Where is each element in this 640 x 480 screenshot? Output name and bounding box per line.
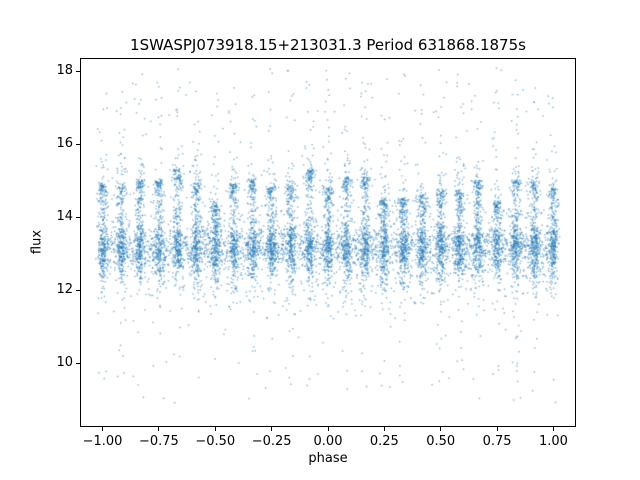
y-tick-label: 10: [56, 355, 73, 371]
y-tick-label: 12: [56, 282, 73, 298]
y-tick-mark: [76, 289, 80, 291]
y-tick-mark: [76, 216, 80, 218]
y-tick-label: 16: [56, 136, 73, 152]
x-tick-mark: [327, 427, 329, 431]
x-tick-label: −1.00: [82, 434, 123, 449]
x-tick-mark: [496, 427, 498, 431]
x-tick-label: 0.00: [313, 434, 343, 449]
y-tick-label: 14: [56, 209, 73, 225]
x-tick-label: −0.50: [195, 434, 236, 449]
x-tick-mark: [158, 427, 160, 431]
y-tick-mark: [76, 143, 80, 145]
y-tick-mark: [76, 70, 80, 72]
y-tick-mark: [76, 362, 80, 364]
x-tick-label: 0.50: [426, 434, 456, 449]
x-axis-label: phase: [308, 451, 348, 466]
x-tick-label: −0.75: [138, 434, 179, 449]
x-tick-label: 0.75: [482, 434, 512, 449]
x-tick-mark: [552, 427, 554, 431]
x-tick-mark: [214, 427, 216, 431]
x-tick-label: 1.00: [538, 434, 568, 449]
y-tick-label: 18: [56, 63, 73, 79]
scatter-points-canvas: [80, 58, 576, 427]
chart-title: 1SWASPJ073918.15+213031.3 Period 631868.…: [130, 36, 526, 54]
x-tick-label: −0.25: [251, 434, 292, 449]
x-tick-label: 0.25: [369, 434, 399, 449]
y-axis-label: flux: [29, 229, 45, 255]
x-tick-mark: [383, 427, 385, 431]
x-tick-mark: [102, 427, 104, 431]
x-tick-mark: [271, 427, 273, 431]
x-tick-mark: [440, 427, 442, 431]
